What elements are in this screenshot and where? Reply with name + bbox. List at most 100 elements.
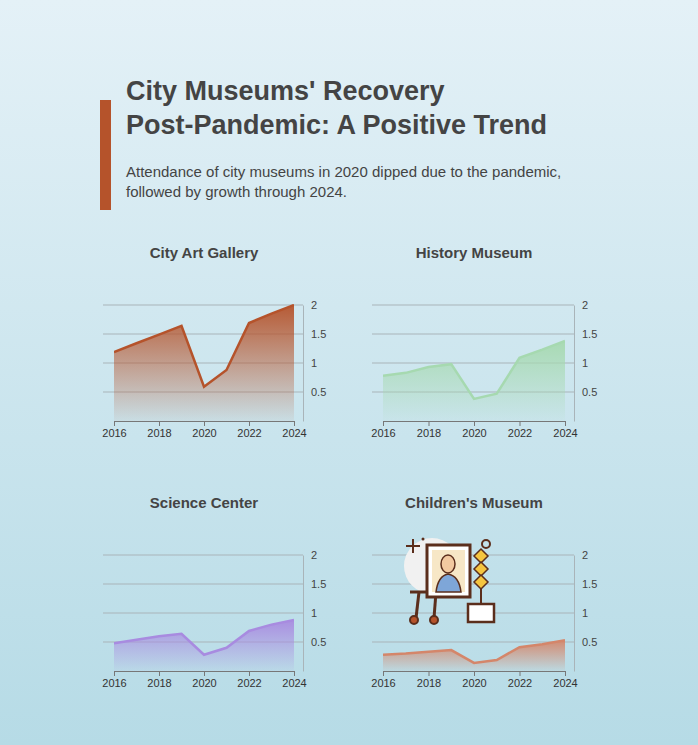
icon-canvas bbox=[432, 550, 465, 592]
x-tick-mark bbox=[249, 671, 250, 676]
y-axis-line bbox=[303, 556, 304, 672]
y-tick: 1.5 bbox=[303, 328, 326, 340]
icon-body bbox=[436, 574, 461, 592]
x-tick-mark bbox=[565, 421, 566, 426]
y-tick-label: 1 bbox=[582, 357, 588, 369]
title: City Museums' Recovery bbox=[126, 76, 445, 106]
x-tick-label: 2022 bbox=[237, 427, 261, 439]
x-tick: 2024 bbox=[553, 421, 577, 439]
y-tick-label: 1 bbox=[311, 357, 317, 369]
icon-diamond bbox=[474, 562, 488, 576]
x-tick: 2020 bbox=[462, 421, 486, 439]
y-tick: 1 bbox=[574, 357, 588, 369]
x-tick-mark bbox=[429, 671, 430, 676]
y-axis: 0.5 1 1.5 2 bbox=[574, 549, 597, 671]
grid-line bbox=[372, 555, 574, 556]
y-tick: 0.5 bbox=[574, 636, 597, 648]
y-tick-label: 1.5 bbox=[311, 328, 326, 340]
grid-line bbox=[372, 642, 574, 643]
icon-foot bbox=[430, 616, 438, 624]
x-tick: 2022 bbox=[237, 421, 261, 439]
y-tick: 0.5 bbox=[303, 386, 326, 398]
x-tick: 2022 bbox=[508, 421, 532, 439]
x-tick-label: 2024 bbox=[282, 427, 306, 439]
grid-line bbox=[372, 334, 574, 335]
x-tick: 2016 bbox=[102, 671, 126, 689]
chart-title: Science Center bbox=[150, 494, 259, 511]
plot-area bbox=[383, 640, 565, 671]
subtitle: followed by growth through 2024. bbox=[126, 183, 347, 200]
plot-area bbox=[383, 341, 565, 421]
plot-area bbox=[114, 305, 294, 421]
x-tick: 2018 bbox=[417, 671, 441, 689]
icon-dot bbox=[422, 538, 425, 541]
y-tick-label: 2 bbox=[582, 299, 588, 311]
y-tick: 2 bbox=[303, 549, 317, 561]
x-tick-mark bbox=[429, 421, 430, 426]
accent-bar bbox=[100, 100, 111, 210]
x-tick: 2016 bbox=[371, 671, 395, 689]
icon-pedestal bbox=[468, 604, 494, 622]
x-tick: 2020 bbox=[462, 671, 486, 689]
line bbox=[114, 620, 294, 655]
y-tick-label: 1.5 bbox=[582, 578, 597, 590]
y-tick: 1 bbox=[303, 607, 317, 619]
y-tick-label: 1.5 bbox=[311, 578, 326, 590]
y-tick-label: 2 bbox=[582, 549, 588, 561]
y-axis-line bbox=[574, 306, 575, 422]
y-tick: 1 bbox=[574, 607, 588, 619]
x-tick-label: 2022 bbox=[237, 677, 261, 689]
x-tick-label: 2016 bbox=[102, 427, 126, 439]
y-tick-label: 0.5 bbox=[582, 636, 597, 648]
y-axis: 0.511.52 bbox=[303, 299, 326, 421]
x-tick-mark bbox=[294, 421, 295, 426]
panel: History Museum 2016 2018 2020 2022 2024 0.5 1 1.… bbox=[371, 244, 597, 439]
y-axis-line bbox=[574, 556, 575, 672]
y-tick-label: 1 bbox=[311, 607, 317, 619]
infographic: City Museums' Recovery Post-Pandemic: A P… bbox=[0, 0, 698, 745]
panel: Children's Museum201620182020202220240.5… bbox=[371, 494, 597, 689]
x-tick: 2016 bbox=[371, 421, 395, 439]
chart-title: History Museum bbox=[416, 244, 533, 261]
x-tick: 2024 bbox=[282, 671, 306, 689]
x-tick-mark bbox=[114, 671, 115, 676]
y-tick: 2 bbox=[574, 549, 588, 561]
x-tick-mark bbox=[114, 421, 115, 426]
museum-icon bbox=[404, 538, 494, 625]
y-tick: 1.5 bbox=[574, 578, 597, 590]
y-tick: 1 bbox=[303, 357, 317, 369]
x-tick-mark bbox=[383, 421, 384, 426]
x-tick-label: 2016 bbox=[371, 677, 395, 689]
panel: City Art Gallery201620182020202220240.51… bbox=[102, 244, 326, 439]
x-tick: 2024 bbox=[553, 671, 577, 689]
x-tick: 2020 bbox=[192, 671, 216, 689]
y-axis: 0.5 1 1.5 2 bbox=[303, 549, 326, 671]
y-tick: 0.5 bbox=[303, 636, 326, 648]
line bbox=[114, 305, 294, 387]
grid-line bbox=[103, 555, 303, 556]
line bbox=[383, 640, 565, 663]
line bbox=[383, 341, 565, 399]
grid-line bbox=[103, 613, 303, 614]
chart-title: City Art Gallery bbox=[150, 244, 259, 261]
title: Post-Pandemic: A Positive Trend bbox=[126, 110, 547, 140]
plot-area bbox=[114, 620, 294, 671]
y-tick: 2 bbox=[574, 299, 588, 311]
y-tick-label: 0.5 bbox=[311, 386, 326, 398]
x-tick-mark bbox=[474, 671, 475, 676]
y-tick: 0.5 bbox=[574, 386, 597, 398]
y-axis: 0.5 1 1.5 2 bbox=[574, 299, 597, 421]
x-tick-mark bbox=[204, 671, 205, 676]
x-tick-mark bbox=[249, 421, 250, 426]
grid-line bbox=[103, 584, 303, 585]
x-tick-label: 2018 bbox=[147, 427, 171, 439]
page: City Museums' Recovery Post-Pandemic: A P… bbox=[0, 0, 698, 745]
x-tick-mark bbox=[565, 671, 566, 676]
x-tick-label: 2016 bbox=[371, 427, 395, 439]
y-tick: 1.5 bbox=[574, 328, 597, 340]
x-tick: 2022 bbox=[508, 671, 532, 689]
x-tick-mark bbox=[204, 421, 205, 426]
y-tick-label: 2 bbox=[311, 549, 317, 561]
x-tick: 2018 bbox=[417, 421, 441, 439]
x-tick-label: 2024 bbox=[282, 677, 306, 689]
